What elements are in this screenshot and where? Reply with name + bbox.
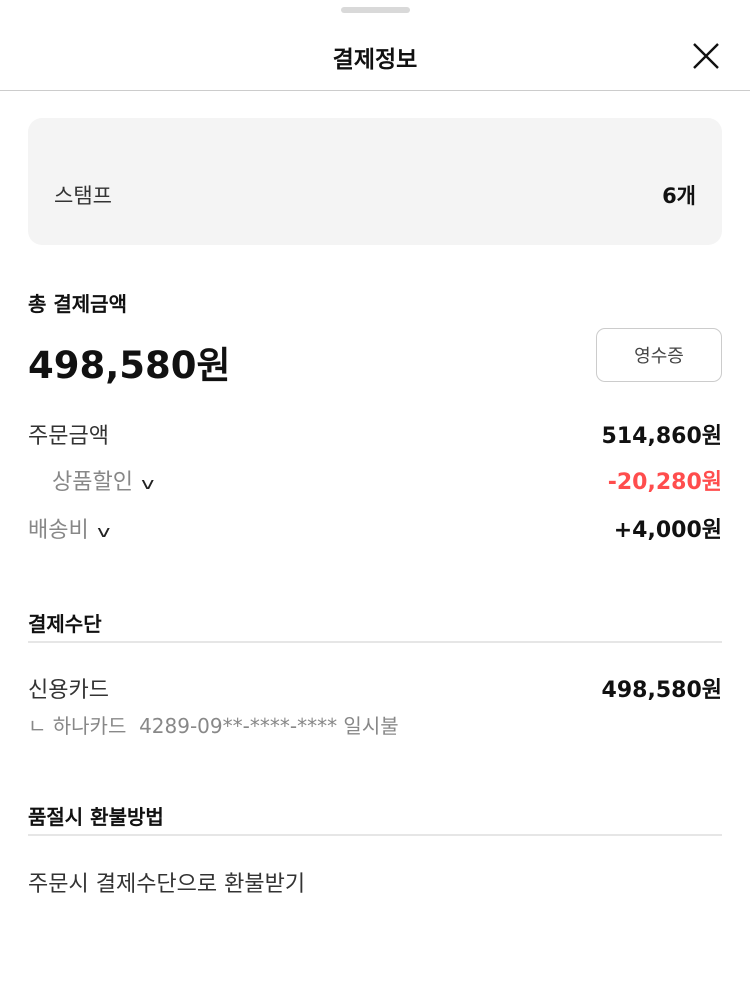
shipping-value: +4,000원 — [613, 518, 722, 543]
order-amount-value: 514,860원 — [601, 424, 722, 449]
page-title: 결제정보 — [332, 47, 418, 73]
order-amount-label: 주문금액 — [28, 424, 109, 449]
card-detail: ㄴ 하나카드 4289-09**-****-**** 일시불 — [28, 714, 399, 738]
payment-amount: 498,580원 — [601, 678, 722, 703]
header-divider — [0, 90, 750, 91]
discount-label: 상품할인 — [52, 470, 133, 495]
discount-toggle[interactable]: 상품할인 v — [28, 464, 155, 496]
stamp-count: 6개 — [662, 184, 696, 208]
chevron-down-icon: v — [141, 474, 155, 493]
payment-method: 신용카드 — [28, 678, 109, 703]
order-amount-row: 주문금액 514,860원 — [28, 418, 722, 450]
shipping-toggle[interactable]: 배송비 v — [28, 512, 111, 544]
refund-method: 주문시 결제수단으로 환불받기 — [28, 872, 306, 897]
divider — [28, 834, 722, 836]
stamp-label: 스탬프 — [54, 184, 112, 208]
total-label: 총 결제금액 — [28, 292, 127, 316]
total-amount: 498,580원 — [28, 344, 231, 387]
chevron-down-icon: v — [96, 522, 111, 541]
discount-row: 상품할인 v -20,280원 — [28, 464, 722, 496]
payment-title: 결제수단 — [28, 612, 102, 636]
divider — [28, 641, 722, 643]
refund-title: 품절시 환불방법 — [28, 805, 164, 829]
payment-row: 신용카드 498,580원 — [28, 672, 722, 704]
stamp-card: 스탬프 6개 — [28, 118, 722, 245]
drag-handle[interactable] — [341, 7, 410, 13]
close-icon[interactable] — [690, 40, 722, 72]
shipping-label: 배송비 — [28, 518, 89, 543]
receipt-button[interactable]: 영수증 — [596, 328, 722, 382]
shipping-row: 배송비 v +4,000원 — [28, 512, 722, 544]
discount-value: -20,280원 — [607, 470, 722, 495]
